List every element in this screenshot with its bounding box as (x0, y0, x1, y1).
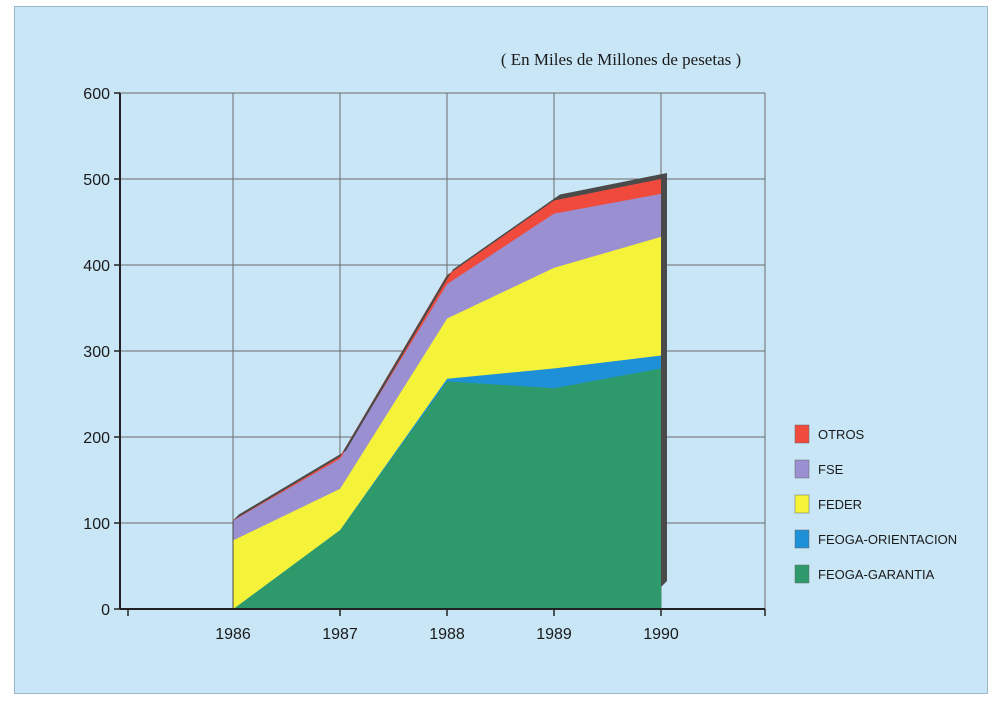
y-tick-label: 0 (101, 602, 110, 619)
area-series (232, 173, 667, 610)
stacked-area-chart: ( En Miles de Millones de pesetas ) 0 100… (83, 50, 957, 643)
x-tick-label: 1986 (215, 626, 251, 643)
x-tick-label: 1990 (643, 626, 679, 643)
y-tick-label: 500 (83, 172, 110, 189)
legend-label: FSE (818, 462, 844, 477)
chart-panel: ( En Miles de Millones de pesetas ) 0 100… (14, 6, 988, 694)
y-tick-label: 600 (83, 86, 110, 103)
y-tick-label: 200 (83, 430, 110, 447)
x-tick-label: 1989 (536, 626, 572, 643)
legend-label: FEOGA-ORIENTACION (818, 532, 957, 547)
legend-label: FEOGA-GARANTIA (818, 567, 935, 582)
chart-subtitle: ( En Miles de Millones de pesetas ) (501, 50, 741, 69)
legend-swatch (794, 494, 810, 514)
legend-swatch (794, 529, 810, 549)
legend-label: FEDER (818, 497, 862, 512)
legend-swatch (794, 424, 810, 444)
y-tick-label: 400 (83, 258, 110, 275)
y-tick-label: 100 (83, 516, 110, 533)
legend-swatch (794, 459, 810, 479)
y-tick-label: 300 (83, 344, 110, 361)
legend-swatch (794, 564, 810, 584)
legend-label: OTROS (818, 427, 865, 442)
x-tick-label: 1988 (429, 626, 465, 643)
x-tick-label: 1987 (322, 626, 358, 643)
legend: OTROS FSE FEDER FEOGA-ORIENTACION FEOGA-GARA… (794, 424, 957, 584)
axes: 0 100 200 300 400 500 600 1986 1987 1988 1989 1990 (83, 86, 766, 643)
